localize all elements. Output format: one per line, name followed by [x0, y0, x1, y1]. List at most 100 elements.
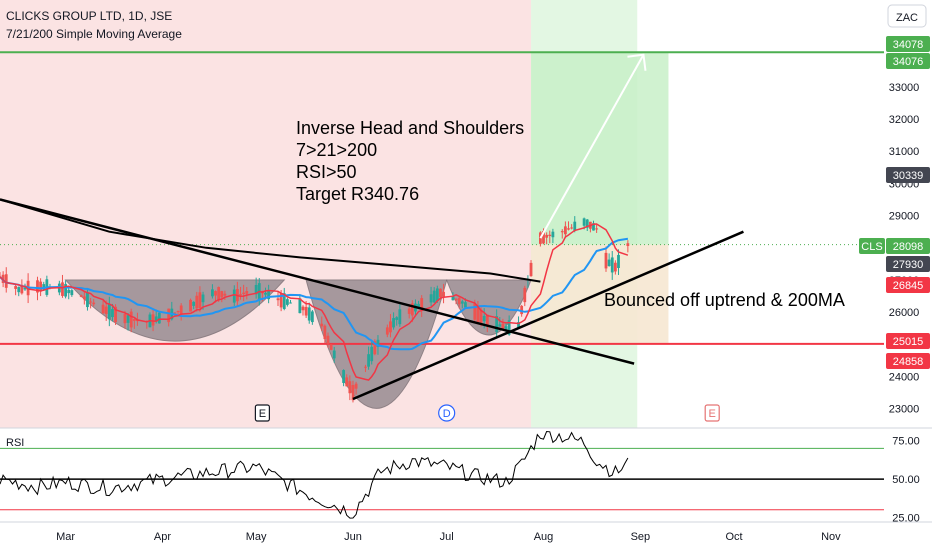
candle-body	[551, 231, 555, 238]
candle-body	[301, 306, 305, 311]
candle	[14, 283, 18, 296]
candle-body	[570, 227, 574, 229]
candle-body	[239, 294, 242, 296]
candle	[460, 299, 464, 309]
candle-body	[298, 298, 302, 314]
candle-body	[223, 293, 227, 296]
candle	[123, 310, 127, 329]
candle-body	[364, 366, 367, 368]
price-tick-label: 29000	[889, 211, 920, 223]
candle	[126, 313, 130, 331]
candle-body	[4, 274, 8, 288]
sma-21-line	[0, 237, 629, 351]
candle-body	[173, 312, 177, 314]
candle-body	[70, 290, 74, 296]
pattern-annotation-line-4: Target R340.76	[296, 184, 419, 204]
candle	[495, 309, 499, 339]
price-badge-value: 30339	[893, 170, 924, 182]
candle-body	[432, 290, 436, 303]
event-marker-label: E	[709, 408, 716, 420]
candle	[604, 246, 608, 272]
candle	[4, 267, 8, 293]
candle-body	[195, 295, 199, 309]
candle	[67, 286, 71, 300]
candle	[548, 230, 552, 244]
candle	[342, 369, 346, 387]
projection-arrow[interactable]	[539, 54, 645, 239]
candle-body	[457, 298, 461, 305]
candle	[560, 229, 564, 239]
time-tick-label: May	[246, 531, 267, 543]
candle-body	[211, 289, 214, 297]
price-badge-value: 26845	[893, 280, 924, 292]
candle-body	[154, 316, 158, 322]
bounce-annotation: Bounced off uptrend & 200MA	[604, 290, 845, 310]
candle	[485, 314, 489, 333]
candle-body	[92, 302, 96, 305]
candle-body	[104, 306, 108, 315]
downtrend-trendline[interactable]	[0, 198, 635, 365]
projection-arrowhead	[627, 53, 647, 71]
candle-body	[42, 284, 46, 290]
uptrend-trendline[interactable]	[352, 230, 744, 401]
dividend-marker[interactable]	[438, 404, 456, 422]
grid-lines	[0, 51, 884, 345]
candle-body	[373, 340, 377, 355]
candle-body	[192, 301, 196, 306]
candle	[114, 304, 117, 325]
price-badge	[886, 53, 930, 69]
candle-body	[617, 254, 620, 269]
candle-body	[517, 322, 520, 328]
candle-body	[220, 291, 224, 298]
currency-button[interactable]: ZAC	[887, 4, 927, 28]
price-tick-label: 26000	[889, 307, 920, 319]
candle-body	[473, 303, 477, 320]
candle	[570, 224, 574, 230]
drawing-tools[interactable]	[0, 53, 744, 401]
time-tick-label: Aug	[534, 531, 554, 543]
candle-body	[560, 231, 564, 233]
candle-body	[376, 339, 380, 348]
rsi-title: RSI	[6, 437, 24, 449]
price-badge-value: 24858	[893, 356, 924, 368]
candle	[289, 299, 292, 304]
candle-body	[610, 257, 614, 273]
candle	[567, 221, 570, 231]
event-marker-label: E	[259, 408, 266, 420]
candle-body	[407, 308, 411, 314]
price-tick-label: 33000	[889, 82, 920, 94]
earnings-marker[interactable]	[254, 404, 270, 422]
candle-body	[345, 377, 349, 387]
rsi-background	[0, 430, 884, 522]
candle-body	[398, 309, 402, 325]
candle-body	[264, 292, 267, 295]
candle-body	[395, 317, 399, 320]
pattern-annotation-line-2: 7>21>200	[296, 140, 377, 160]
candle-body	[417, 303, 420, 308]
candle-body	[289, 302, 292, 304]
candle	[220, 290, 224, 303]
candle-body	[304, 306, 308, 316]
candle-body	[582, 218, 586, 226]
candle	[410, 300, 414, 323]
candle-body	[595, 228, 599, 230]
candle-body	[107, 304, 111, 320]
time-tick-label: Jun	[344, 531, 362, 543]
earnings-marker[interactable]	[704, 404, 720, 422]
candle	[442, 283, 445, 304]
candle-body	[189, 299, 192, 312]
candle-body	[476, 306, 480, 322]
candle-body	[626, 243, 630, 247]
price-tick-label: 32000	[889, 114, 920, 126]
time-tick-label: Mar	[56, 531, 75, 543]
candle	[613, 260, 617, 275]
price-badge	[886, 256, 930, 272]
chart-title: CLICKS GROUP LTD, 1D, JSE	[6, 9, 172, 23]
candle-body	[367, 354, 370, 367]
price-badge-value: 34078	[893, 39, 924, 51]
candle-body	[217, 287, 221, 301]
candle-body	[567, 228, 570, 230]
candle-body	[392, 318, 395, 328]
candle-body	[354, 383, 358, 389]
